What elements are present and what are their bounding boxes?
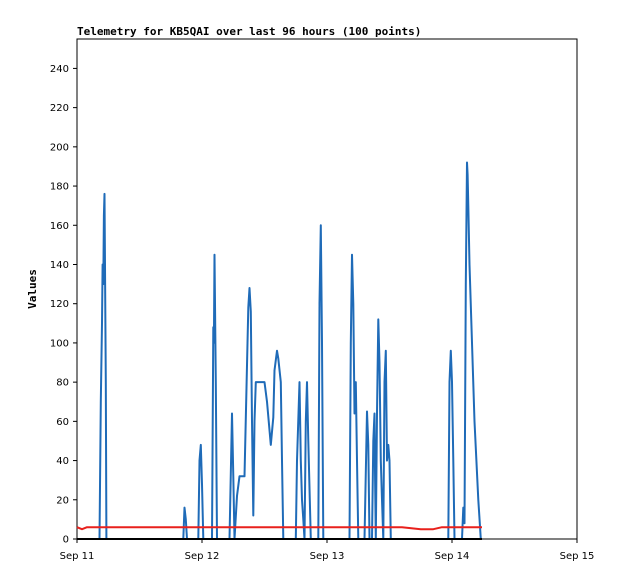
y-tick-label: 140 xyxy=(50,260,69,271)
series-line-1 xyxy=(76,526,482,531)
x-tick-label: Sep 13 xyxy=(310,551,345,562)
y-tick-label: 240 xyxy=(50,64,69,75)
y-tick-label: 180 xyxy=(50,182,69,193)
plot-frame xyxy=(76,38,578,540)
x-tick-label: Sep 14 xyxy=(435,551,470,562)
y-tick-label: 40 xyxy=(56,456,69,467)
y-tick-label: 200 xyxy=(50,142,69,153)
y-tick-label: 0 xyxy=(63,535,69,546)
series-group xyxy=(76,161,482,540)
x-tick-label: Sep 12 xyxy=(185,551,220,562)
y-tick-label: 120 xyxy=(50,299,69,310)
chart-title: Telemetry for KB5QAI over last 96 hours … xyxy=(77,25,421,38)
y-axis: 0 20 40 60 80 100 120 140 160 180 200 220 240 xyxy=(50,64,77,546)
y-tick-label: 20 xyxy=(56,495,69,506)
y-tick-label: 160 xyxy=(50,221,69,232)
y-axis-label: Values xyxy=(26,269,39,309)
y-tick-label: 100 xyxy=(50,338,69,349)
x-tick-label: Sep 15 xyxy=(560,551,595,562)
x-axis: Sep 11 Sep 12 Sep 13 Sep 14 Sep 15 xyxy=(60,539,595,562)
y-tick-label: 220 xyxy=(50,103,69,114)
x-tick-label: Sep 11 xyxy=(60,551,95,562)
y-tick-label: 80 xyxy=(56,378,69,389)
series-line-0 xyxy=(98,161,482,540)
y-tick-label: 60 xyxy=(56,417,69,428)
